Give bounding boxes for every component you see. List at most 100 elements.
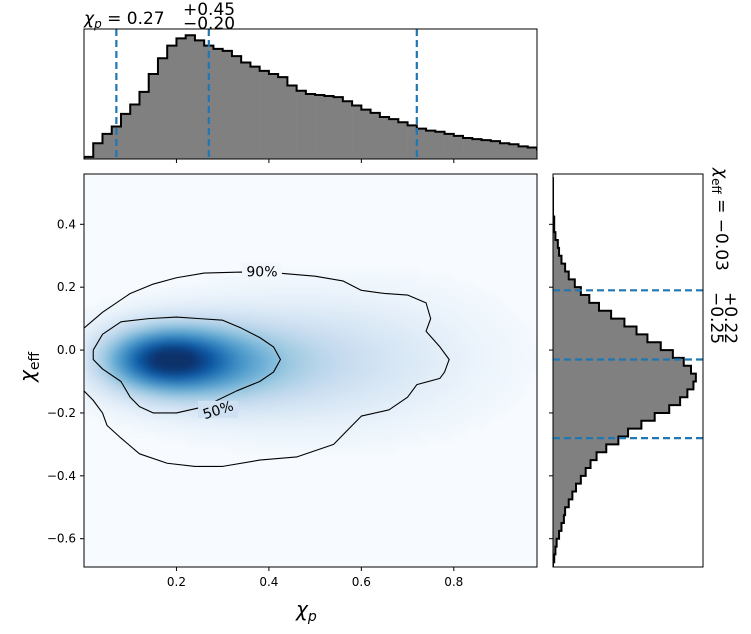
chi-p-hist-bar [241, 62, 251, 159]
chi-p-title-plus: +0.45 [183, 0, 235, 20]
chi-eff-title-symbol: χ [711, 167, 731, 179]
chi-eff-title-sub: eff [709, 178, 723, 194]
chi-p-hist-bar [500, 143, 510, 159]
top-marginal-frame [83, 28, 538, 160]
chi-p-hist-bar [130, 104, 140, 159]
chi-p-hist-bar [222, 50, 233, 159]
right-histogram-step [553, 177, 697, 567]
chi-eff-title-median: −0.03 [711, 219, 731, 271]
chi-p-hist-bar [268, 74, 279, 159]
contour-label-bg [198, 400, 239, 418]
chi-eff-hist-bar [553, 326, 637, 335]
chi-p-hist-bar [120, 113, 131, 159]
chi-p-hist-bar [611, 154, 621, 159]
chi-p-hist-bar [185, 35, 196, 159]
chi-p-hist-bar [694, 157, 704, 159]
chi-p-hist-bar [565, 152, 575, 159]
chi-p-hist-bar [231, 56, 242, 159]
right-marginal-panel: χeff = −0.03 +0.22 −0.25 [549, 167, 740, 568]
chi-eff-hist-bar [553, 491, 573, 500]
y-tick-label: −0.4 [47, 469, 76, 483]
chi-eff-hist-bar [553, 515, 564, 524]
chi-p-hist-bar [639, 156, 649, 159]
top-histogram-step [84, 34, 537, 159]
chi-eff-hist-bar [553, 255, 562, 264]
chi-p-hist-bar [157, 58, 168, 159]
chi-eff-posterior-title: χeff = −0.03 +0.22 −0.25 [706, 167, 740, 344]
x-tick-label: 0.4 [259, 575, 278, 589]
chi-eff-hist-bar [553, 522, 562, 532]
chi-p-hist-bar [685, 157, 695, 159]
chi-p-hist-bar [666, 157, 676, 159]
chi-p-hist-bar [167, 45, 177, 159]
chi-p-hist-bar [490, 141, 501, 159]
x-tick-label: 0.8 [444, 575, 463, 589]
chi-eff-hist-bar [553, 365, 692, 374]
chi-eff-hist-bar [553, 389, 688, 398]
chi-eff-hist-bar [553, 538, 557, 547]
x-tick-label: 0.6 [352, 575, 371, 589]
chi-p-hist-bar [213, 48, 223, 159]
chi-p-posterior-title: χp = 0.27 [83, 9, 165, 31]
chi-eff-hist-bar [553, 263, 566, 272]
chi-p-hist-bar [555, 151, 565, 159]
chi-p-hist-bar [722, 158, 732, 159]
chi-p-hist-bar [352, 105, 362, 159]
chi-p-hist-bar [648, 156, 658, 159]
y-tick-label: 0.0 [57, 343, 76, 357]
chi-eff-hist-bar [553, 373, 696, 382]
contour-label: 90% [246, 264, 277, 280]
top-marginal-panel: χp = 0.27 +0.45 −0.20 [83, 0, 741, 163]
chi-eff-hist-bar [553, 530, 560, 540]
chi-p-hist-bar [361, 109, 371, 159]
chi-eff-hist-bar [553, 546, 556, 555]
chi-p-hist-bar [620, 155, 630, 159]
chi-p-hist-bar [84, 156, 94, 159]
chi-p-hist-bar [426, 130, 436, 159]
contour-50pct [92, 316, 282, 414]
chi-eff-hist-bar [553, 460, 591, 469]
right-marginal-frame [552, 173, 704, 568]
chi-p-hist-bar [518, 146, 529, 159]
chi-p-hist-bar [481, 140, 492, 159]
chi-eff-hist-bar [553, 232, 556, 241]
chi-p-hist-bar [315, 94, 325, 159]
chi-eff-hist-bar [553, 467, 586, 477]
y-axis-title: χeff [15, 352, 43, 383]
chi-p-hist-bar [389, 119, 399, 159]
chi-p-hist-bar [546, 151, 556, 159]
chi-p-hist-bar [148, 74, 159, 159]
chi-p-hist-bar [435, 131, 445, 159]
chi-p-hist-bar [463, 138, 473, 159]
chi-eff-title-plus: +0.22 [720, 292, 740, 344]
chi-p-hist-bar [305, 93, 316, 159]
chi-p-title-eq: = [102, 9, 127, 29]
chi-p-hist-bar [731, 158, 741, 159]
chi-p-hist-bar [509, 144, 519, 159]
chi-p-hist-bar [583, 153, 593, 159]
chi-p-hist-bar [176, 38, 186, 159]
chi-eff-hist-bar [553, 357, 684, 367]
chi-p-title-median: 0.27 [127, 9, 165, 29]
chi-p-hist-bar [703, 158, 713, 159]
contour-label-bg [241, 262, 282, 280]
chi-p-title-sub: p [93, 17, 102, 31]
chi-eff-hist-bar [553, 483, 577, 492]
chi-eff-hist-bar [553, 499, 569, 508]
chi-eff-hist-bar [553, 412, 655, 422]
chi-p-hist-bar [342, 101, 353, 159]
chi-p-title-minus: −0.20 [183, 14, 235, 34]
chi-p-hist-bar [592, 153, 602, 159]
chi-eff-hist-bar [553, 444, 607, 453]
chi-eff-hist-bar [553, 428, 629, 437]
x-axis-title: χp [295, 597, 317, 625]
chi-p-hist-bar [139, 91, 150, 159]
y-tick-label: 0.4 [57, 217, 76, 231]
chi-p-hist-bar [93, 143, 103, 159]
y-tick-label: −0.2 [47, 406, 76, 420]
chi-p-hist-bar [407, 125, 418, 159]
chi-p-hist-bar [444, 133, 455, 159]
chi-eff-hist-bar [553, 405, 670, 414]
chi-eff-hist-bar [553, 397, 681, 406]
chi-p-hist-bar [278, 77, 288, 159]
